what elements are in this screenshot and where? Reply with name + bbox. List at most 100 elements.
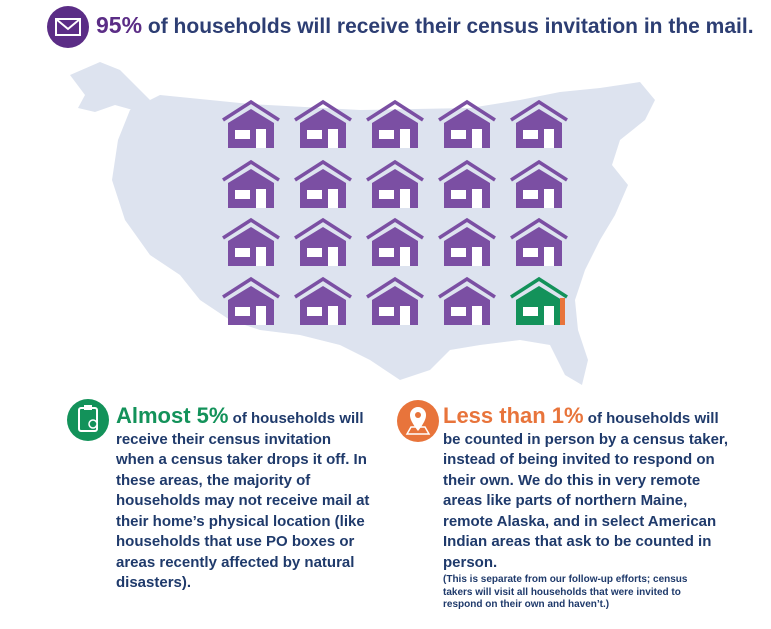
house-window [307,307,322,316]
house-window [451,307,466,316]
house-roof [438,217,496,240]
house-window [307,190,322,199]
house-roof [222,99,280,122]
house [366,99,424,148]
house-door [544,129,554,148]
house-door [544,189,554,208]
house-window [235,307,250,316]
pin [410,407,426,431]
house-roof [438,159,496,182]
left-paragraph: Almost 5% of households will receive the… [116,403,370,594]
house [222,217,280,266]
house [510,276,568,325]
house-roof [294,217,352,240]
house-door [400,306,410,325]
house-roof [438,276,496,299]
house [294,159,352,208]
house-window [379,248,394,257]
headline: 95% of households will receive their cen… [96,12,754,39]
house-door [328,306,338,325]
house-grid [222,99,568,325]
house-door [328,129,338,148]
left-text: of households will receive their census … [116,410,370,591]
right-text: of households will be counted in person … [443,410,729,571]
footnote: (This is separate from our follow-up eff… [443,574,688,610]
house [222,159,280,208]
house-door [256,189,266,208]
house-door [328,247,338,266]
house-roof [222,159,280,182]
house-roof [366,159,424,182]
house-window [379,307,394,316]
house-window [451,190,466,199]
clip [84,405,92,410]
pin-map [405,426,431,435]
house-door [400,189,410,208]
house-door [544,306,554,325]
house-window [451,130,466,139]
house-roof [222,217,280,240]
right-paragraph: Less than 1% of households will be count… [443,405,733,573]
house-roof [222,276,280,299]
house-roof [510,217,568,240]
house-door [256,129,266,148]
house-roof [294,99,352,122]
house [366,217,424,266]
house-roof [294,276,352,299]
pin-hole [415,412,421,418]
house-roof [510,99,568,122]
house-window [307,248,322,257]
house-window [523,248,538,257]
house-window [307,130,322,139]
house-window [235,248,250,257]
house-door [544,247,554,266]
house [438,159,496,208]
house-door [256,247,266,266]
house-window [379,130,394,139]
house-window [523,130,538,139]
house-door [400,129,410,148]
house [510,159,568,208]
mail-icon [47,6,89,48]
house [222,99,280,148]
house-door [472,306,482,325]
envelope-flap [55,18,81,31]
house-edge [560,298,565,325]
house [438,276,496,325]
house-roof [366,217,424,240]
headline-text: of households will receive their census … [147,15,754,38]
clipboard-icon [67,399,109,441]
house-roof [366,276,424,299]
house-roof [294,159,352,182]
house [222,276,280,325]
house-roof [510,276,568,299]
house-window [451,248,466,257]
house-window [523,190,538,199]
house-roof [366,99,424,122]
house [294,276,352,325]
house-window [235,190,250,199]
house-window [379,190,394,199]
house-roof [510,159,568,182]
house [438,99,496,148]
house [510,217,568,266]
house [510,99,568,148]
person [88,419,98,429]
house-door [472,129,482,148]
house [366,276,424,325]
headline-highlight: 95% [96,12,143,38]
house-door [472,247,482,266]
left-highlight: Almost 5% [116,403,229,428]
alaska [70,62,150,112]
house [366,159,424,208]
house-door [400,247,410,266]
house-door [328,189,338,208]
house [294,99,352,148]
house-door [256,306,266,325]
house [294,217,352,266]
envelope [55,18,81,36]
house [438,217,496,266]
house-window [235,130,250,139]
